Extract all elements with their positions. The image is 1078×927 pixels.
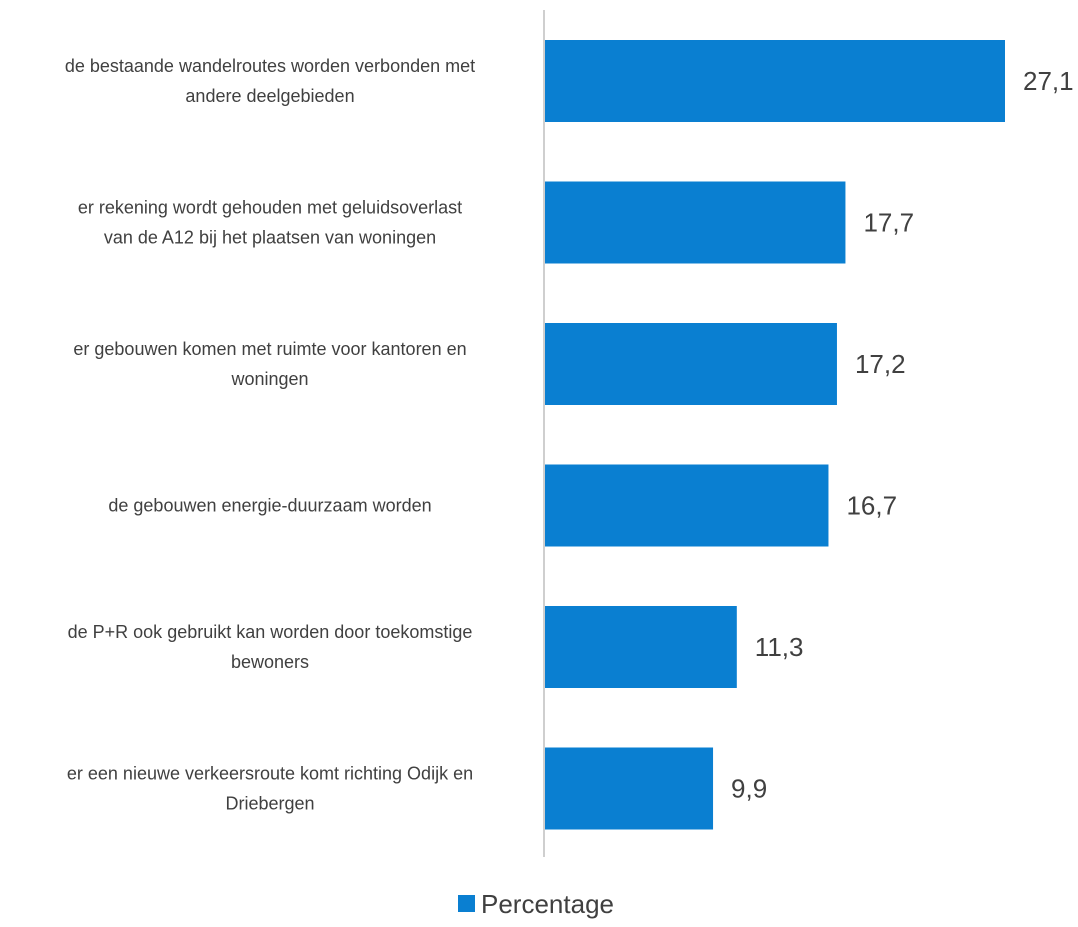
data-label-5: 11,3 [755, 632, 804, 662]
category-label-5: de P+R ook gebruikt kan worden door toek… [68, 622, 473, 672]
category-label-6: er een nieuwe verkeersroute komt richtin… [67, 764, 473, 814]
data-labels-group: 27,1 17,7 17,2 16,7 11,3 9,9 [731, 66, 1074, 804]
data-label-4: 16,7 [846, 491, 897, 521]
category-label-line: van de A12 bij het plaatsen van woningen [104, 228, 436, 248]
bar-4 [545, 464, 829, 547]
legend-swatch-percentage [458, 895, 475, 912]
category-label-1: de bestaande wandelroutes worden verbond… [65, 56, 475, 106]
category-label-line: Driebergen [225, 794, 314, 814]
category-label-line: woningen [230, 369, 308, 389]
category-labels-group: de bestaande wandelroutes worden verbond… [65, 56, 475, 814]
legend-label-percentage: Percentage [481, 889, 614, 919]
bar-1 [545, 40, 1005, 122]
legend: Percentage [458, 889, 614, 919]
bar-2 [545, 181, 846, 264]
data-label-3: 17,2 [855, 349, 906, 379]
bar-6 [545, 747, 714, 830]
category-label-line: de P+R ook gebruikt kan worden door toek… [68, 622, 473, 642]
category-label-line: andere deelgebieden [185, 86, 354, 106]
category-label-line: er een nieuwe verkeersroute komt richtin… [67, 764, 473, 784]
category-label-line: bewoners [231, 652, 309, 672]
data-label-6: 9,9 [731, 774, 767, 804]
category-label-4: de gebouwen energie-duurzaam worden [108, 496, 431, 516]
data-label-1: 27,1 [1023, 66, 1074, 96]
category-label-line: er rekening wordt gehouden met geluidsov… [78, 198, 462, 218]
bar-3 [545, 323, 837, 405]
bars-group [545, 40, 1005, 830]
category-label-line: de gebouwen energie-duurzaam worden [108, 496, 431, 516]
category-label-2: er rekening wordt gehouden met geluidsov… [78, 198, 462, 248]
bar-5 [545, 606, 737, 688]
category-label-line: de bestaande wandelroutes worden verbond… [65, 56, 475, 76]
category-label-3: er gebouwen komen met ruimte voor kantor… [73, 339, 466, 389]
category-label-line: er gebouwen komen met ruimte voor kantor… [73, 339, 466, 359]
data-label-2: 17,7 [863, 208, 914, 238]
